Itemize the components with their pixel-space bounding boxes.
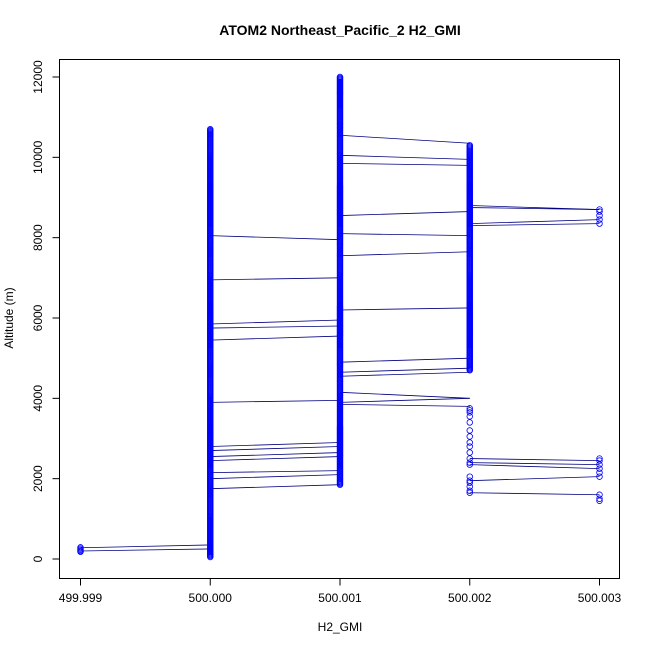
- data-segment: [80, 548, 211, 552]
- data-point: [596, 495, 603, 502]
- data-segment: [469, 492, 600, 496]
- data-segment: [469, 223, 600, 227]
- y-tick-label: 2000: [31, 465, 45, 492]
- data-point: [466, 443, 473, 450]
- data-point: [466, 439, 473, 446]
- data-point: [466, 477, 473, 484]
- data-segment: [210, 456, 341, 461]
- x-tick-label: 500.002: [448, 591, 492, 605]
- data-point: [207, 126, 214, 133]
- data-point: [466, 413, 473, 420]
- data-segment: [339, 251, 470, 257]
- segment-group: [80, 134, 600, 552]
- data-segment: [339, 367, 470, 373]
- data-point: [77, 544, 84, 551]
- data-point: [466, 449, 473, 456]
- data-segment: [339, 357, 470, 363]
- data-segment: [469, 464, 600, 470]
- data-segment: [210, 446, 341, 451]
- data-segment: [210, 442, 341, 447]
- data-point: [596, 465, 603, 472]
- data-segment: [339, 154, 470, 160]
- data-point: [596, 206, 603, 213]
- data-segment: [210, 335, 341, 341]
- data-segment: [80, 544, 211, 549]
- y-tick-label: 6000: [31, 304, 45, 331]
- data-point: [466, 473, 473, 480]
- data-point: [466, 483, 473, 490]
- data-point: [596, 208, 603, 215]
- data-segment: [210, 399, 341, 403]
- data-segment: [339, 134, 470, 144]
- data-point: [596, 212, 603, 219]
- data-segment: [339, 397, 470, 403]
- data-point: [466, 407, 473, 414]
- y-axis-label: Altitude (m): [2, 287, 16, 348]
- data-point: [466, 142, 473, 149]
- x-tick-label: 500.003: [578, 591, 622, 605]
- data-segment: [339, 391, 470, 399]
- data-point: [466, 433, 473, 440]
- x-tick-label: 499.999: [59, 591, 103, 605]
- data-segment: [339, 371, 470, 377]
- y-tick-label: 12000: [31, 60, 45, 94]
- data-point: [466, 419, 473, 426]
- data-segment: [469, 476, 600, 482]
- data-point: [596, 497, 603, 504]
- data-point: [596, 473, 603, 480]
- data-point: [596, 457, 603, 464]
- data-segment: [469, 219, 600, 225]
- data-point: [466, 409, 473, 416]
- data-segment: [210, 277, 341, 281]
- data-segment: [339, 162, 470, 166]
- data-segment: [210, 484, 341, 490]
- data-segment: [210, 319, 341, 325]
- data-point: [466, 455, 473, 462]
- data-segment: [339, 307, 470, 311]
- chart-title: ATOM2 Northeast_Pacific_2 H2_GMI: [219, 22, 460, 38]
- data-point: [596, 491, 603, 498]
- y-tick-label: 0: [31, 555, 45, 562]
- data-segment: [210, 325, 341, 329]
- data-point: [466, 459, 473, 466]
- x-axis-label: H2_GMI: [318, 620, 363, 634]
- data-segment: [339, 211, 470, 216]
- data-segment: [210, 474, 341, 480]
- data-point: [336, 73, 344, 81]
- data-point: [466, 489, 473, 496]
- data-point: [466, 427, 473, 434]
- y-tick-label: 10000: [31, 140, 45, 174]
- data-segment: [210, 452, 341, 457]
- data-point: [596, 220, 603, 227]
- plot-content: [77, 73, 603, 561]
- data-segment: [339, 233, 470, 237]
- data-point: [596, 469, 603, 476]
- data-point: [596, 461, 603, 468]
- data-segment: [469, 207, 600, 210]
- data-point: [596, 216, 603, 223]
- data-point: [466, 479, 473, 486]
- data-point: [466, 487, 473, 494]
- point-group: [77, 73, 603, 561]
- x-axis: 499.999 500.000 500.001 500.002 500.003: [59, 578, 622, 605]
- data-segment: [210, 470, 341, 474]
- data-point: [596, 455, 603, 462]
- data-point: [466, 461, 473, 468]
- data-segment: [469, 462, 600, 466]
- x-tick-label: 500.000: [189, 591, 233, 605]
- y-tick-label: 4000: [31, 385, 45, 412]
- data-segment: [210, 235, 341, 241]
- data-point: [466, 405, 473, 412]
- data-segment: [469, 458, 600, 461]
- y-axis: 0 2000 4000 6000 8000 10000 12000: [31, 60, 60, 562]
- x-tick-label: 500.001: [318, 591, 362, 605]
- y-tick-label: 8000: [31, 224, 45, 251]
- data-segment: [339, 403, 470, 407]
